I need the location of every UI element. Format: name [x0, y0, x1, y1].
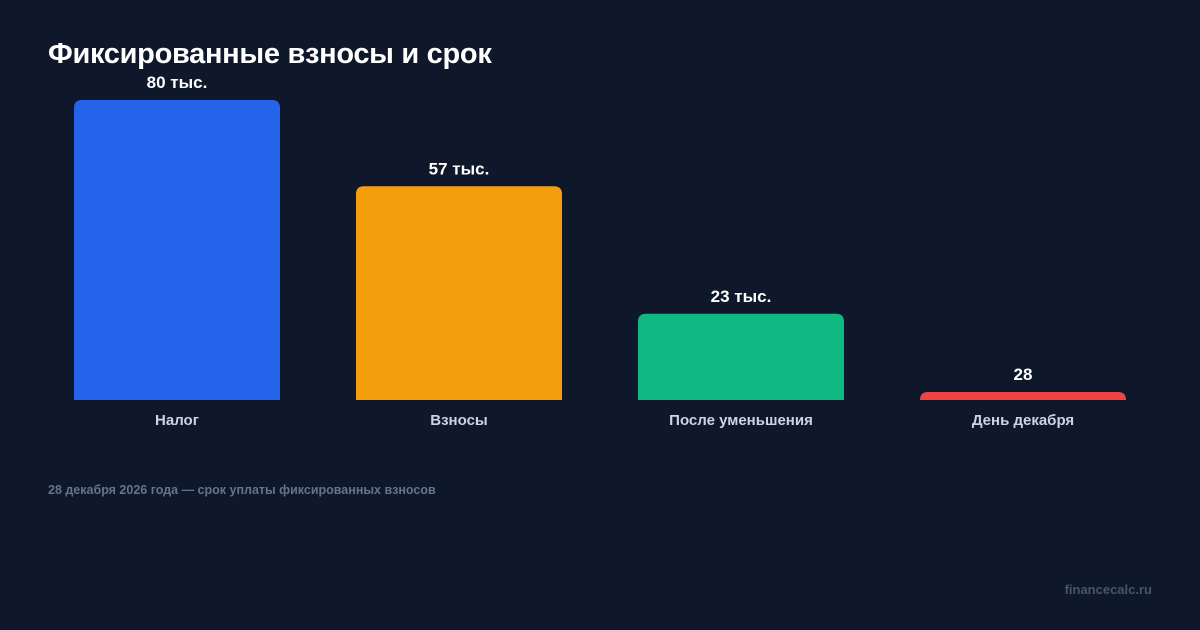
value-label-3: 23 тыс.: [711, 287, 772, 306]
bar-3: [638, 313, 844, 400]
value-label-4: 28: [1014, 365, 1033, 384]
watermark: financecalc.ru: [1064, 582, 1152, 597]
category-label-1: Налог: [155, 412, 199, 429]
category-label-4: День декабря: [972, 412, 1074, 429]
bar-4: [920, 392, 1126, 400]
category-label-2: Взносы: [430, 412, 487, 429]
bar-2: [356, 186, 562, 400]
value-label-2: 57 тыс.: [429, 159, 490, 178]
value-label-1: 80 тыс.: [147, 73, 208, 92]
category-label-3: После уменьшения: [669, 412, 813, 429]
page-title: Фиксированные взносы и срок: [48, 38, 492, 70]
bar-1: [74, 100, 280, 400]
footnote: 28 декабря 2026 года — срок уплаты фикси…: [48, 483, 436, 497]
